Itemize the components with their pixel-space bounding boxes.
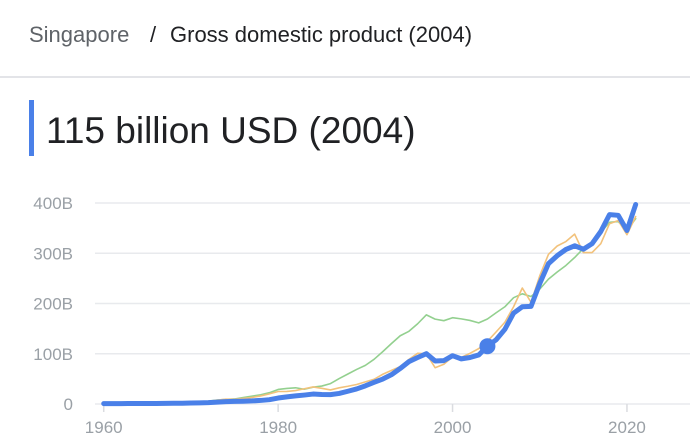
highlight-point: [479, 338, 496, 355]
headline-accent: [29, 100, 34, 156]
y-tick-label: 200B: [33, 295, 73, 314]
y-tick-label: 100B: [33, 345, 73, 364]
plot: 0 100B 200B 300B 400B 1960 1980 2000 2020: [33, 194, 690, 437]
headline: 115 billion USD (2004): [46, 110, 416, 151]
y-tick-label: 400B: [33, 194, 73, 213]
breadcrumb-parent[interactable]: Singapore: [29, 22, 129, 47]
breadcrumb-current: Gross domestic product (2004): [170, 22, 472, 47]
breadcrumb-separator: /: [150, 22, 157, 47]
y-tick-label: 300B: [33, 244, 73, 263]
x-tick-label: 2000: [434, 418, 472, 437]
y-tick-label: 0: [64, 395, 73, 414]
x-tick-label: 2020: [608, 418, 646, 437]
series-line: [101, 202, 639, 407]
x-tick-label: 1980: [259, 418, 297, 437]
x-tick-label: 1960: [85, 418, 123, 437]
series-line: [102, 215, 637, 404]
